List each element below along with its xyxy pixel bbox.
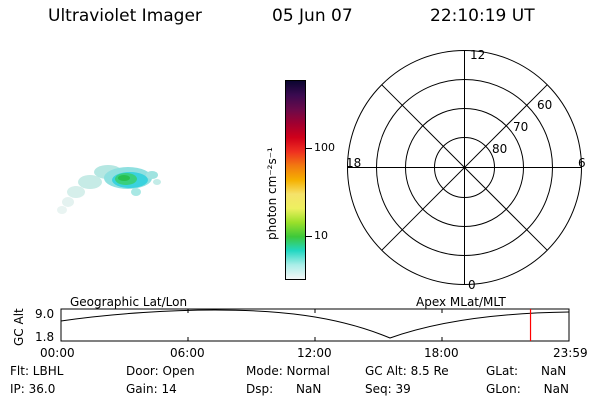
timeline-right-title: Apex MLat/MLT [416, 295, 506, 309]
filter-status: Flt: LBHL [10, 364, 64, 378]
timeline-plot [60, 308, 570, 342]
observation-date: 05 Jun 07 [272, 6, 353, 26]
colorbar-tick-100 [306, 148, 312, 149]
timeline-xlabel-0000: 00:00 [40, 346, 75, 360]
mlt-label-6: 6 [578, 156, 586, 170]
colorbar-tick-10 [306, 236, 312, 237]
mlat-label-60: 60 [537, 98, 553, 112]
timeline-xlabel-1800: 18:00 [424, 346, 459, 360]
timeline-ytick-min: 1.8 [35, 330, 55, 344]
mlt-label-18: 18 [346, 156, 362, 170]
glat-status: GLat: NaN [486, 364, 567, 378]
timeline-left-title: Geographic Lat/Lon [70, 295, 188, 309]
door-status: Door: Open [126, 364, 195, 378]
timeline-ylabel: GC Alt [12, 308, 26, 346]
polar-diagonal-2 [381, 84, 548, 251]
gc-alt-curve [60, 309, 570, 339]
colorbar-tick-label-10: 10 [314, 229, 328, 242]
polar-grid [347, 50, 582, 285]
dsp-status: Dsp: NaN [246, 382, 322, 396]
gc-alt-status: GC Alt: 8.5 Re [365, 364, 449, 378]
seq-status: Seq: 39 [365, 382, 411, 396]
mode-status: Mode: Normal [246, 364, 330, 378]
mlt-label-12: 12 [470, 48, 486, 62]
aurora-image [57, 165, 161, 214]
instrument-title: Ultraviolet Imager [48, 6, 202, 26]
ip-status: IP: 36.0 [10, 382, 56, 396]
glon-status: GLon: NaN [486, 382, 569, 396]
colorbar-tick-label-100: 100 [314, 141, 335, 154]
timeline-xlabel-2359: 23:59 [553, 346, 588, 360]
aurora-emission-region [57, 165, 161, 214]
timeline-xlabel-0600: 06:00 [170, 346, 205, 360]
colorbar-unit-label: photon cm⁻²s⁻¹ [265, 147, 279, 240]
mlt-label-0: 0 [468, 278, 476, 292]
timeline-frame [60, 308, 570, 342]
mlat-label-80: 80 [492, 142, 508, 156]
observation-time: 22:10:19 UT [430, 6, 535, 26]
mlat-label-70: 70 [513, 120, 529, 134]
colorbar [285, 80, 306, 280]
timeline-xlabel-1200: 12:00 [297, 346, 332, 360]
timeline-ytick-max: 9.0 [35, 307, 55, 321]
gain-status: Gain: 14 [126, 382, 177, 396]
